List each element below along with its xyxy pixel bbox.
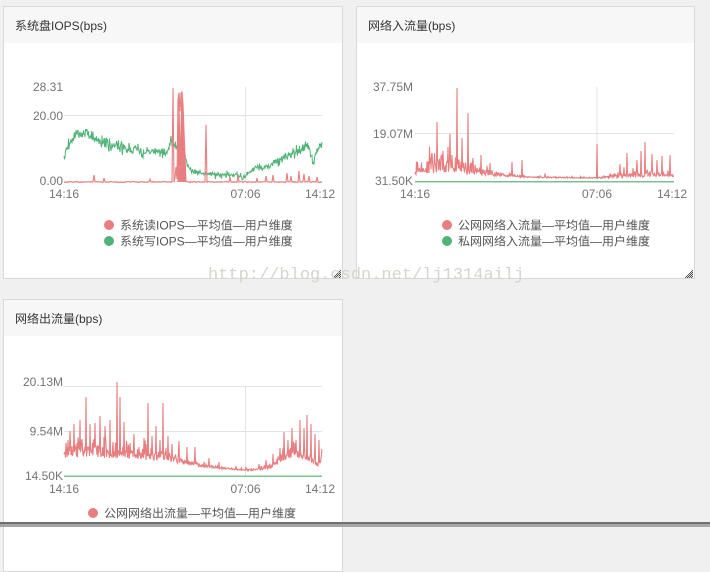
svg-text:14:16: 14:16 bbox=[400, 187, 430, 201]
svg-text:9.54M: 9.54M bbox=[30, 425, 63, 439]
svg-text:07:06: 07:06 bbox=[230, 187, 260, 201]
svg-text:—: — bbox=[188, 507, 200, 521]
svg-text:IOPS(bps): IOPS(bps) bbox=[51, 19, 107, 33]
svg-text:—: — bbox=[590, 235, 602, 249]
svg-text:(bps): (bps) bbox=[75, 312, 102, 326]
svg-text:14:12: 14:12 bbox=[305, 187, 335, 201]
svg-text:0.00: 0.00 bbox=[40, 174, 64, 188]
svg-text:—: — bbox=[590, 219, 602, 233]
svg-text:(bps): (bps) bbox=[428, 19, 455, 33]
svg-text:07:06: 07:06 bbox=[230, 482, 260, 496]
svg-text:—: — bbox=[233, 219, 245, 233]
svg-text:IOPS—: IOPS— bbox=[156, 219, 197, 233]
svg-text:37.75M: 37.75M bbox=[373, 80, 413, 94]
svg-text:19.07M: 19.07M bbox=[373, 127, 413, 141]
svg-text:—: — bbox=[542, 235, 554, 249]
svg-text:14:16: 14:16 bbox=[49, 482, 79, 496]
svg-text:14:12: 14:12 bbox=[657, 187, 687, 201]
svg-text:14:12: 14:12 bbox=[305, 482, 335, 496]
svg-text:31.50K: 31.50K bbox=[375, 174, 413, 188]
svg-text:20.13M: 20.13M bbox=[23, 375, 63, 389]
svg-text:14.50K: 14.50K bbox=[25, 469, 63, 483]
svg-text:20.00: 20.00 bbox=[33, 109, 63, 123]
svg-text:28.31: 28.31 bbox=[33, 80, 63, 94]
svg-text:IOPS—: IOPS— bbox=[156, 235, 197, 249]
svg-text:—: — bbox=[236, 507, 248, 521]
svg-text:14:16: 14:16 bbox=[49, 187, 79, 201]
svg-text:07:06: 07:06 bbox=[582, 187, 612, 201]
svg-text:—: — bbox=[542, 219, 554, 233]
svg-text:—: — bbox=[233, 235, 245, 249]
